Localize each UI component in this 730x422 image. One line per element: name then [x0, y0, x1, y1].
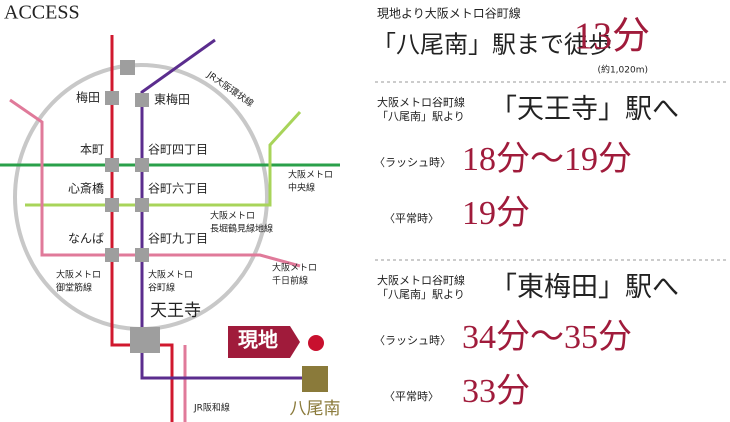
station-label: 谷町四丁目	[148, 143, 208, 157]
rush-label: 〈ラッシュ時〉	[374, 156, 451, 169]
route-from: 「八尾南」駅より	[377, 288, 465, 301]
route-to: 「東梅田」駅へ	[490, 272, 679, 302]
normal-time: 33分	[462, 373, 530, 410]
station-label: 心斎橋	[68, 181, 104, 196]
rush-label: 〈ラッシュ時〉	[374, 334, 451, 347]
line-label: 谷町線	[148, 282, 175, 294]
line-label: JR阪和線	[193, 402, 230, 414]
rush-time: 34分～35分	[462, 319, 632, 356]
station-label: 梅田	[76, 90, 100, 105]
line-label: 中央線	[288, 182, 315, 194]
station-label: 谷町九丁目	[148, 232, 208, 246]
normal-time: 19分	[462, 195, 530, 232]
site-marker	[228, 326, 300, 358]
summary-time: 13分	[574, 16, 650, 58]
sennichimae-line	[9, 98, 301, 268]
route-from: 大阪メトロ谷町線	[377, 273, 465, 287]
station-box	[302, 366, 328, 392]
tanimachi-line	[140, 38, 306, 380]
routes: 大阪メトロ谷町線「八尾南」駅より 「天王寺」駅へ〈ラッシュ時〉 18分～19分〈平常…	[374, 94, 679, 410]
route-from: 大阪メトロ谷町線	[377, 95, 465, 109]
route-from: 「八尾南」駅より	[377, 110, 465, 123]
title: ACCESS	[4, 2, 80, 24]
summary-line: 現地より大阪メトロ谷町線	[377, 6, 521, 21]
line-label: 御堂筋線	[56, 282, 92, 294]
line-label: 長堀鶴見緑地線	[210, 223, 273, 235]
station-box	[135, 158, 149, 172]
station-box	[135, 248, 149, 262]
line-label: 大阪メトロ	[288, 169, 333, 181]
station-label: 本町	[80, 143, 104, 157]
station-label: 谷町六丁目	[148, 182, 208, 196]
station-box	[105, 248, 119, 262]
station-label: 天王寺	[150, 301, 201, 320]
line-label: 千日前線	[272, 275, 308, 287]
station-box	[135, 198, 149, 212]
normal-label: 〈平常時〉	[384, 212, 439, 225]
station-box	[105, 91, 119, 105]
station-label: なんば	[68, 232, 104, 246]
rush-time: 18分～19分	[462, 141, 632, 178]
line-label: 大阪メトロ	[272, 262, 317, 274]
route-to: 「天王寺」駅へ	[490, 94, 679, 124]
station-box	[130, 327, 160, 353]
station-box	[135, 93, 149, 107]
summary-distance: (約1,020m)	[597, 64, 648, 76]
station-label: 八尾南	[290, 399, 341, 418]
line-label: 大阪メトロ	[148, 269, 193, 281]
line-label: 大阪メトロ	[56, 269, 101, 281]
station-label: 東梅田	[154, 92, 190, 107]
station-box	[105, 198, 119, 212]
line-label: 大阪メトロ	[210, 210, 255, 222]
normal-label: 〈平常時〉	[384, 390, 439, 403]
station-box	[120, 60, 135, 75]
site-dot	[308, 335, 324, 351]
station-box	[105, 158, 119, 172]
site-label: 現地	[238, 329, 278, 352]
summary-station: 「八尾南」駅まで徒歩	[372, 32, 612, 59]
